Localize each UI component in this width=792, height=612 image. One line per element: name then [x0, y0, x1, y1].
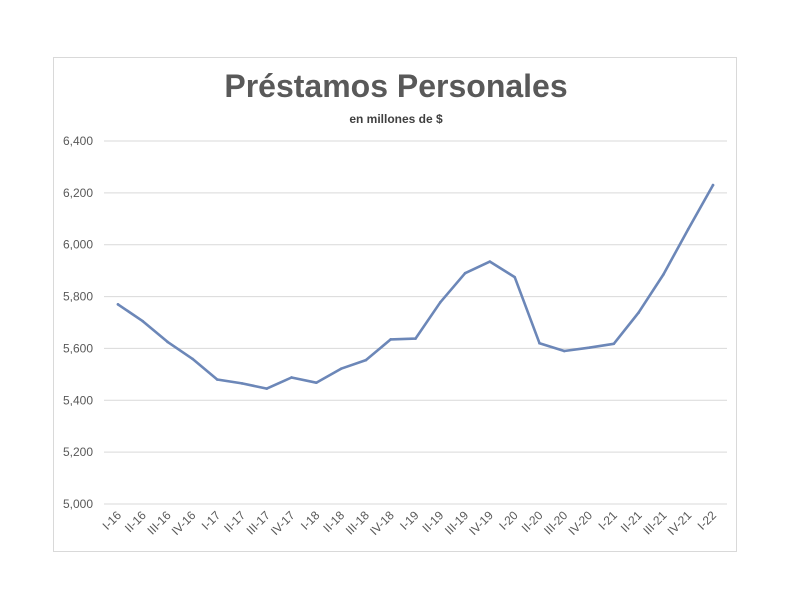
x-tick-label: III-21: [640, 508, 669, 537]
y-tick-label: 5,600: [63, 341, 93, 355]
data-point: [191, 357, 194, 361]
data-point: [215, 378, 219, 381]
x-tick-label: II-18: [320, 508, 347, 535]
x-tick-label: III-19: [442, 508, 471, 537]
data-point: [637, 311, 640, 314]
y-tick-label: 5,800: [63, 290, 93, 304]
x-tick-label: I-17: [199, 508, 224, 533]
data-point: [290, 376, 293, 379]
data-point: [463, 271, 467, 275]
x-tick-label: II-19: [420, 508, 447, 535]
x-tick-label: I-22: [695, 508, 720, 533]
x-tick-label: II-20: [519, 508, 546, 535]
gridlines: [104, 140, 727, 505]
data-point: [141, 319, 145, 323]
data-point: [116, 303, 120, 306]
x-tick-label: IV-19: [466, 508, 496, 538]
x-tick-label: III-16: [144, 508, 173, 537]
x-tick-label: IV-21: [665, 508, 695, 538]
series-group: [116, 183, 715, 390]
x-tick-label: I-20: [496, 508, 521, 533]
data-point: [612, 342, 616, 346]
x-tick-label: IV-18: [367, 508, 397, 538]
chart-subtitle: en millones de $: [349, 112, 443, 126]
data-point: [166, 340, 169, 344]
data-point: [438, 300, 442, 304]
x-tick-label: III-18: [343, 508, 372, 537]
x-tick-label: IV-20: [565, 508, 595, 538]
data-point: [364, 358, 368, 362]
data-point: [414, 337, 417, 340]
data-point: [513, 275, 516, 279]
x-tick-label: II-16: [122, 508, 149, 535]
x-tick-label: I-21: [595, 508, 620, 533]
y-tick-label: 5,200: [63, 445, 93, 459]
data-point: [389, 338, 393, 341]
chart-title: Préstamos Personales: [224, 68, 568, 104]
data-point: [587, 346, 591, 349]
x-tick-label: IV-16: [169, 508, 199, 538]
x-tick-label: I-16: [100, 508, 125, 533]
data-point: [538, 341, 541, 345]
y-tick-label: 6,000: [63, 238, 93, 252]
data-point: [711, 183, 715, 187]
y-tick-label: 6,200: [63, 186, 93, 200]
x-tick-label: II-17: [221, 508, 248, 535]
series-line: [116, 183, 715, 390]
data-point: [488, 260, 492, 263]
data-point: [265, 387, 269, 390]
data-point: [686, 227, 690, 231]
data-point: [240, 382, 244, 385]
data-point: [315, 381, 318, 384]
x-tick-label: IV-17: [268, 508, 298, 538]
x-tick-label: II-21: [618, 508, 645, 535]
x-tick-label: I-19: [397, 508, 422, 533]
data-point: [339, 367, 343, 370]
x-tick-label: III-17: [244, 508, 273, 537]
y-axis-ticks: 5,000 5,200 5,400 5,600 5,800 6,000 6,200 6,400: [63, 134, 93, 511]
chart-area: [53, 57, 737, 552]
data-point: [562, 349, 566, 353]
y-tick-label: 5,000: [63, 497, 93, 511]
data-point: [662, 273, 665, 276]
y-tick-label: 6,400: [63, 134, 93, 148]
y-tick-label: 5,400: [63, 393, 93, 407]
x-tick-label: III-20: [541, 508, 570, 537]
x-tick-label: I-18: [298, 508, 323, 533]
